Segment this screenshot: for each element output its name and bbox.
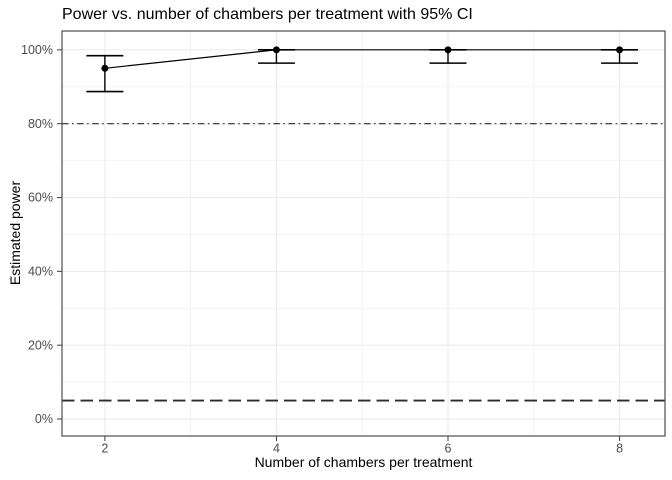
data-point bbox=[272, 46, 280, 54]
y-tick-label: 40% bbox=[28, 265, 53, 279]
x-tick-label: 2 bbox=[101, 442, 108, 456]
data-point bbox=[616, 46, 624, 54]
y-tick-label: 0% bbox=[35, 412, 53, 426]
y-tick-label: 60% bbox=[28, 191, 53, 205]
data-point bbox=[101, 64, 109, 72]
x-axis-title: Number of chambers per treatment bbox=[254, 454, 473, 470]
chart-title: Power vs. number of chambers per treatme… bbox=[62, 6, 473, 23]
y-axis-title: Estimated power bbox=[7, 180, 23, 286]
y-tick-label: 100% bbox=[21, 43, 53, 57]
x-tick-label: 8 bbox=[616, 442, 623, 456]
data-point bbox=[444, 46, 452, 54]
panel-background bbox=[62, 31, 665, 436]
panel-border bbox=[61, 30, 666, 437]
x-tick-label: 6 bbox=[445, 442, 452, 456]
y-tick-label: 20% bbox=[28, 338, 53, 352]
x-tick-label: 4 bbox=[273, 442, 280, 456]
y-tick-label: 80% bbox=[28, 117, 53, 131]
power-line bbox=[104, 49, 620, 69]
